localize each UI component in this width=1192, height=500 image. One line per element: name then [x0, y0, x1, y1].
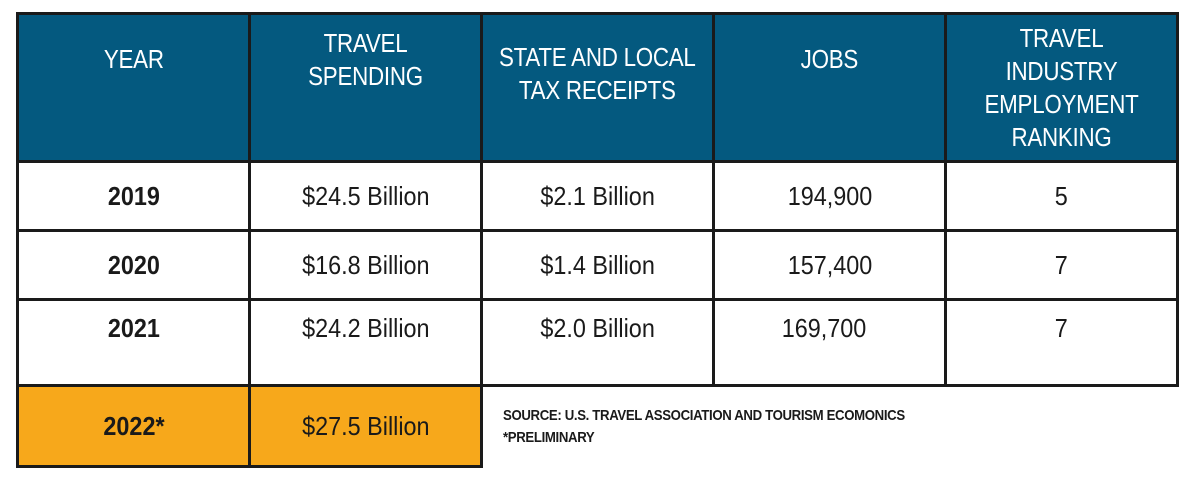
header-jobs-label: JOBS [800, 44, 859, 74]
header-tax-line1: STATE AND LOCAL [499, 41, 696, 72]
rank-cell: 7 [944, 298, 1179, 387]
preliminary-note: *PRELIMINARY [503, 428, 595, 446]
year-cell: 2020 [16, 229, 251, 301]
rank-cell: 5 [944, 160, 1179, 232]
header-year-label: YEAR [103, 44, 164, 74]
header-row: YEAR TRAVEL SPENDING STATE AND LOCAL TAX… [16, 12, 1179, 163]
jobs-cell: 157,400 [712, 229, 947, 301]
spending-cell: $16.8 Billion [248, 229, 483, 301]
year-cell: 2019 [16, 160, 251, 232]
header-travel-spending: TRAVEL SPENDING [248, 12, 483, 163]
header-jobs: JOBS [712, 12, 947, 163]
header-tax-line2: TAX RECEIPTS [519, 74, 676, 105]
source-citation: SOURCE: U.S. TRAVEL ASSOCIATION AND TOUR… [503, 406, 905, 424]
jobs-cell: 194,900 [712, 160, 947, 232]
tax-cell: $2.0 Billion [480, 298, 715, 387]
table-row-preliminary: 2022* $27.5 Billion SOURCE: U.S. TRAVEL … [16, 384, 1178, 468]
header-year: YEAR [16, 12, 251, 163]
rank-cell: 7 [944, 229, 1179, 301]
header-tax-label: STATE AND LOCAL TAX RECEIPTS [499, 41, 696, 107]
tax-cell: $2.1 Billion [480, 160, 715, 232]
header-employment-ranking: TRAVEL INDUSTRY EMPLOYMENT RANKING [944, 12, 1179, 163]
header-rank-line1: TRAVEL INDUSTRY [1005, 22, 1118, 86]
spending-cell: $24.5 Billion [248, 160, 483, 232]
header-spending-label: TRAVEL SPENDING [308, 27, 423, 91]
travel-economics-table-container: YEAR TRAVEL SPENDING STATE AND LOCAL TAX… [16, 12, 1179, 468]
spending-cell: $24.2 Billion [248, 298, 483, 387]
header-rank-label: TRAVEL INDUSTRY EMPLOYMENT RANKING [963, 22, 1160, 154]
year-cell-highlighted: 2022* [16, 384, 251, 468]
table-row: 2019 $24.5 Billion $2.1 Billion 194,900 … [16, 160, 1179, 232]
tax-cell: $1.4 Billion [480, 229, 715, 301]
table-row: 2020 $16.8 Billion $1.4 Billion 157,400 … [16, 229, 1179, 301]
year-cell: 2021 [16, 298, 251, 387]
spending-cell-highlighted: $27.5 Billion [248, 384, 483, 468]
travel-economics-table: YEAR TRAVEL SPENDING STATE AND LOCAL TAX… [16, 12, 1179, 468]
table-row: 2021 $24.2 Billion $2.0 Billion 169,700 … [16, 298, 1179, 387]
jobs-cell: 169,700 [712, 298, 947, 387]
source-note: SOURCE: U.S. TRAVEL ASSOCIATION AND TOUR… [481, 384, 1178, 467]
header-rank-line2: EMPLOYMENT [984, 88, 1139, 119]
header-rank-line3: RANKING [1011, 121, 1112, 152]
header-tax-receipts: STATE AND LOCAL TAX RECEIPTS [480, 12, 715, 163]
